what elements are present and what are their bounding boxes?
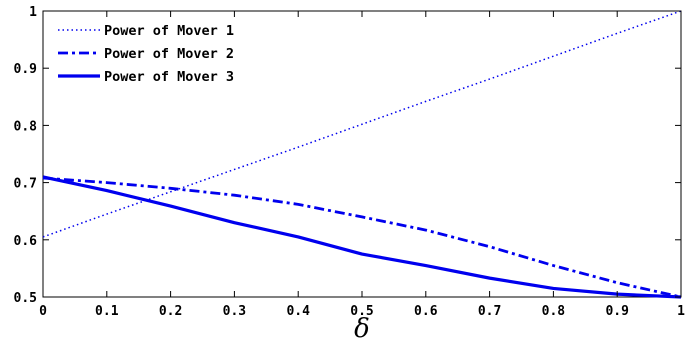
y-tick-label: 0.6 bbox=[14, 234, 38, 249]
x-axis-label: δ bbox=[354, 314, 370, 344]
legend-label-mover-1: Power of Mover 1 bbox=[104, 23, 234, 39]
series-line-mover-1 bbox=[42, 10, 682, 238]
x-tick-label: 1 bbox=[677, 304, 685, 319]
series-line-mover-2 bbox=[42, 176, 682, 299]
legend-label-mover-2: Power of Mover 2 bbox=[104, 46, 234, 62]
y-tick-label: 0.7 bbox=[14, 177, 37, 192]
y-tick-label: 1 bbox=[29, 5, 37, 20]
x-tick-label: 0.2 bbox=[159, 304, 182, 319]
x-tick-label: 0.6 bbox=[414, 304, 438, 319]
y-tick-label: 0.8 bbox=[14, 119, 38, 134]
y-tick-label: 0.9 bbox=[14, 62, 37, 77]
legend-label-mover-3: Power of Mover 3 bbox=[104, 69, 234, 85]
x-tick-label: 0.5 bbox=[350, 304, 373, 319]
x-tick-label: 0.1 bbox=[95, 304, 119, 319]
x-tick-label: 0.7 bbox=[478, 304, 501, 319]
x-tick-label: 0.9 bbox=[605, 304, 628, 319]
series-line-mover-3 bbox=[42, 175, 682, 299]
x-tick-label: 0.3 bbox=[223, 304, 246, 319]
x-tick-label: 0.4 bbox=[286, 304, 310, 319]
series-layer bbox=[42, 10, 682, 299]
x-tick-label: 0.8 bbox=[542, 304, 566, 319]
ticks-layer: 0 0.1 0.2 0.3 0.4 0.5 0.6 0.7 0.8 0.9 1 0.5 0.6 0.7 0.… bbox=[14, 5, 686, 319]
x-tick-label: 0 bbox=[39, 304, 47, 319]
y-tick-label: 0.5 bbox=[14, 291, 37, 306]
legend: Power of Mover 1 Power of Mover 2 Power of… bbox=[58, 23, 234, 85]
